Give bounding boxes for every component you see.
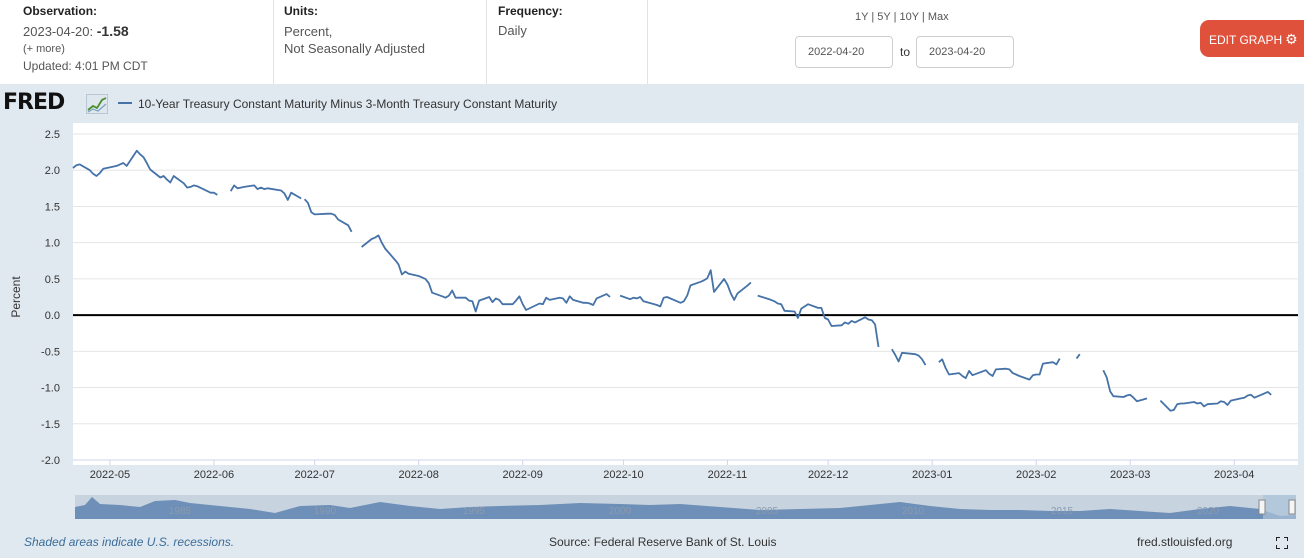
y-tick-label: -1.0 [41, 383, 60, 395]
x-tick-label: 2022-11 [708, 469, 748, 481]
frequency-label: Frequency: [498, 4, 563, 18]
range-separator: | [890, 11, 900, 23]
navigator-area [75, 497, 1296, 519]
x-axis: 2022-05 2022-06 2022-07 2022-08 2022-09 2022-… [73, 459, 1298, 481]
units-line2: Not Seasonally Adjusted [284, 41, 425, 56]
y-tick-label: -2.0 [41, 455, 60, 467]
info-bar: Observation: 2023-04-20: -1.58 (+ more) … [0, 0, 1304, 84]
series-line [361, 234, 611, 313]
observation-line: 2023-04-20: -1.58 [23, 23, 273, 39]
edit-graph-label: EDIT GRAPH [1209, 33, 1283, 47]
y-tick-label: 0.0 [45, 310, 60, 322]
end-date-input[interactable]: 2023-04-20 [916, 36, 1014, 68]
fred-logo[interactable]: FRED [3, 90, 65, 115]
units-panel: Units: Percent, Not Seasonally Adjusted [284, 4, 425, 57]
y-tick-label: 1.0 [45, 238, 60, 250]
series-line [229, 184, 302, 201]
series-line [938, 358, 1061, 381]
updated-time: Updated: 4:01 PM CDT [23, 59, 148, 73]
navigator-year-label: 1985 [169, 506, 192, 517]
source-text: Source: Federal Reserve Bank of St. Loui… [549, 535, 777, 549]
to-label: to [900, 45, 911, 59]
y-tick-label: 2.5 [45, 129, 60, 141]
x-tick-label: 2023-01 [912, 469, 952, 481]
y-tick-label: -1.5 [41, 419, 60, 431]
frequency-panel: Frequency: Daily [498, 4, 563, 38]
y-tick-label: 1.5 [45, 201, 60, 213]
x-tick-label: 2022-07 [294, 469, 334, 481]
x-tick-label: 2023-02 [1016, 469, 1056, 481]
navigator-year-label: 2020 [1197, 506, 1220, 517]
navigator-year-label: 2015 [1051, 506, 1074, 517]
series-line [1075, 353, 1081, 360]
y-tick-label: 2.0 [45, 165, 60, 177]
units-label: Units: [284, 4, 318, 18]
range-selector: 1Y | 5Y | 10Y | Max [855, 11, 949, 23]
navigator-year-label: 1995 [463, 506, 486, 517]
range-5y-button[interactable]: 5Y [877, 11, 891, 23]
x-tick-label: 2022-05 [90, 469, 130, 481]
fullscreen-icon[interactable] [1276, 537, 1288, 549]
range-separator: | [918, 11, 928, 23]
legend: 10-Year Treasury Constant Maturity Minus… [118, 97, 557, 111]
gear-icon: ⚙ [1285, 31, 1298, 47]
series-line [891, 348, 927, 366]
navigator[interactable]: 1985 1990 1995 2000 2005 2010 2015 2020 [75, 495, 1296, 519]
gridlines [73, 133, 1298, 461]
y-tick-label: 0.5 [45, 274, 60, 286]
navigator-year-label: 2010 [902, 506, 925, 517]
divider [273, 0, 274, 84]
more-link[interactable]: (+ more) [23, 43, 65, 55]
range-1y-button[interactable]: 1Y [855, 11, 869, 23]
navigator-left-handle[interactable] [1258, 499, 1266, 515]
range-10y-button[interactable]: 10Y [899, 11, 919, 23]
series-line [303, 198, 353, 233]
observation-panel: Observation: 2023-04-20: -1.58 (+ more) … [23, 4, 273, 73]
series-line [1102, 369, 1148, 403]
legend-swatch [118, 101, 132, 104]
y-tick-label: -0.5 [41, 346, 60, 358]
navigator-year-label: 2000 [609, 506, 632, 517]
recession-note: Shaded areas indicate U.S. recessions. [24, 535, 235, 549]
x-tick-label: 2023-03 [1110, 469, 1150, 481]
series-line-group [72, 149, 1272, 412]
observation-value: -1.58 [96, 23, 129, 39]
x-tick-label: 2022-06 [194, 469, 234, 481]
logo-chart-icon [86, 94, 108, 114]
x-tick-label: 2022-12 [808, 469, 848, 481]
legend-series-name: 10-Year Treasury Constant Maturity Minus… [138, 97, 558, 111]
y-axis: 2.5 2.0 1.5 1.0 0.5 0.0 -0.5 -1.0 -1.5 -2.0 [41, 129, 60, 467]
range-max-button[interactable]: Max [927, 11, 949, 23]
series-line [619, 269, 752, 308]
series-line [72, 149, 218, 196]
x-tick-label: 2022-08 [398, 469, 438, 481]
x-tick-label: 2023-04 [1214, 469, 1254, 481]
series-line [1159, 390, 1272, 412]
divider [486, 0, 487, 84]
observation-date: 2023-04-20: [23, 24, 94, 39]
frequency-value: Daily [498, 23, 527, 38]
units-line1: Percent, [284, 24, 333, 39]
range-separator: | [868, 11, 878, 23]
navigator-right-handle[interactable] [1288, 499, 1296, 515]
navigator-year-label: 2005 [756, 506, 779, 517]
y-axis-label: Percent [9, 276, 23, 318]
edit-graph-button[interactable]: EDIT GRAPH ⚙ [1200, 20, 1304, 57]
plot-background [73, 123, 1298, 465]
x-tick-label: 2022-09 [503, 469, 543, 481]
chart-area[interactable]: 2.5 2.0 1.5 1.0 0.5 0.0 -0.5 -1.0 -1.5 -2.0 2022-… [0, 0, 1304, 530]
start-date-input[interactable]: 2022-04-20 [795, 36, 893, 68]
site-link[interactable]: fred.stlouisfed.org [1137, 535, 1233, 549]
x-tick-label: 2022-10 [603, 469, 643, 481]
navigator-year-labels: 1985 1990 1995 2000 2005 2010 2015 2020 [169, 506, 1220, 517]
navigator-year-label: 1990 [314, 506, 337, 517]
observation-label: Observation: [23, 4, 98, 18]
series-line [757, 294, 880, 348]
divider [647, 0, 648, 84]
